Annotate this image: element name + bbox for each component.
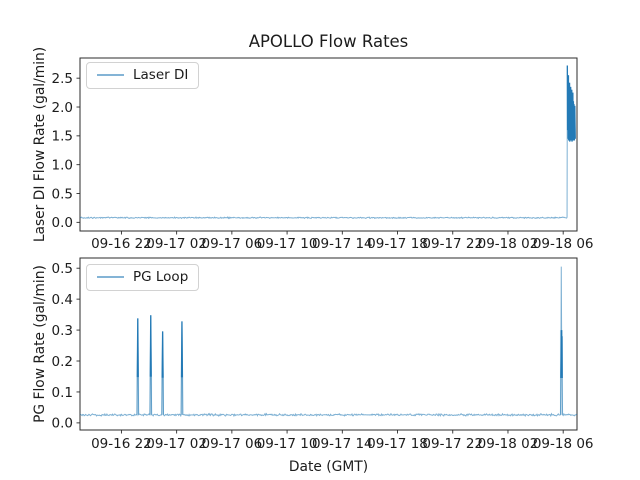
x-tick-label: 09-18 06 (533, 236, 594, 252)
x-tick-label: 09-17 22 (422, 436, 483, 452)
y-tick-label: 0.5 (52, 186, 73, 202)
y-tick-label: 0.1 (52, 385, 73, 401)
y-tick-label: 0.5 (52, 261, 73, 277)
pg-loop-spike (161, 331, 164, 378)
y-tick-label: 2.5 (52, 71, 73, 87)
y-tick-label: 1.5 (52, 129, 73, 145)
pg-loop-line (79, 266, 578, 418)
x-tick-label: 09-17 02 (146, 236, 207, 252)
y-tick-label: 0.2 (52, 354, 73, 370)
legend-line-sample-pg-loop (97, 276, 124, 278)
y-tick-label: 0.4 (52, 292, 73, 308)
x-tick-label: 09-18 02 (478, 236, 539, 252)
y-tick-label: 0.0 (52, 215, 73, 231)
laser-di-frame (79, 57, 578, 232)
xlabel-date-gmt: Date (GMT) (289, 459, 368, 475)
laser-di-line (79, 65, 576, 220)
pg-loop-spike (136, 318, 139, 378)
chart-title: APOLLO Flow Rates (249, 32, 409, 51)
x-tick-label: 09-17 14 (312, 236, 373, 252)
x-tick-label: 09-17 14 (312, 436, 373, 452)
pg-loop-spike (149, 315, 152, 377)
x-tick-label: 09-17 06 (202, 436, 263, 452)
x-tick-label: 09-17 10 (257, 236, 318, 252)
x-tick-label: 09-17 22 (422, 236, 483, 252)
laser-di-spike (566, 65, 576, 142)
y-tick-label: 2.0 (52, 100, 73, 116)
x-tick-label: 09-17 18 (367, 236, 428, 252)
y-tick-label: 0.3 (52, 323, 73, 339)
x-tick-label: 09-17 02 (146, 436, 207, 452)
x-tick-label: 09-18 02 (478, 436, 539, 452)
x-tick-label: 09-17 06 (202, 236, 263, 252)
pg-loop-spike (180, 321, 184, 378)
ylabel-pg-loop: PG Flow Rate (gal/min) (32, 265, 48, 423)
legend-laser-di: Laser DI (86, 62, 200, 89)
ylabel-laser-di: Laser DI Flow Rate (gal/min) (32, 47, 48, 242)
x-tick-label: 09-16 22 (91, 436, 152, 452)
pg-loop-spike (560, 330, 563, 379)
x-tick-label: 09-17 10 (257, 436, 318, 452)
x-tick-label: 09-17 18 (367, 436, 428, 452)
x-tick-label: 09-18 06 (533, 436, 594, 452)
y-tick-label: 1.0 (52, 157, 73, 173)
x-tick-label: 09-16 22 (91, 236, 152, 252)
legend-line-sample-laser-di (97, 74, 124, 76)
legend-label-pg-loop: PG Loop (133, 269, 189, 285)
pg-loop-frame (79, 257, 578, 431)
legend-label-laser-di: Laser DI (133, 67, 189, 83)
y-tick-label: 0.0 (52, 416, 73, 432)
legend-pg-loop: PG Loop (86, 264, 200, 291)
